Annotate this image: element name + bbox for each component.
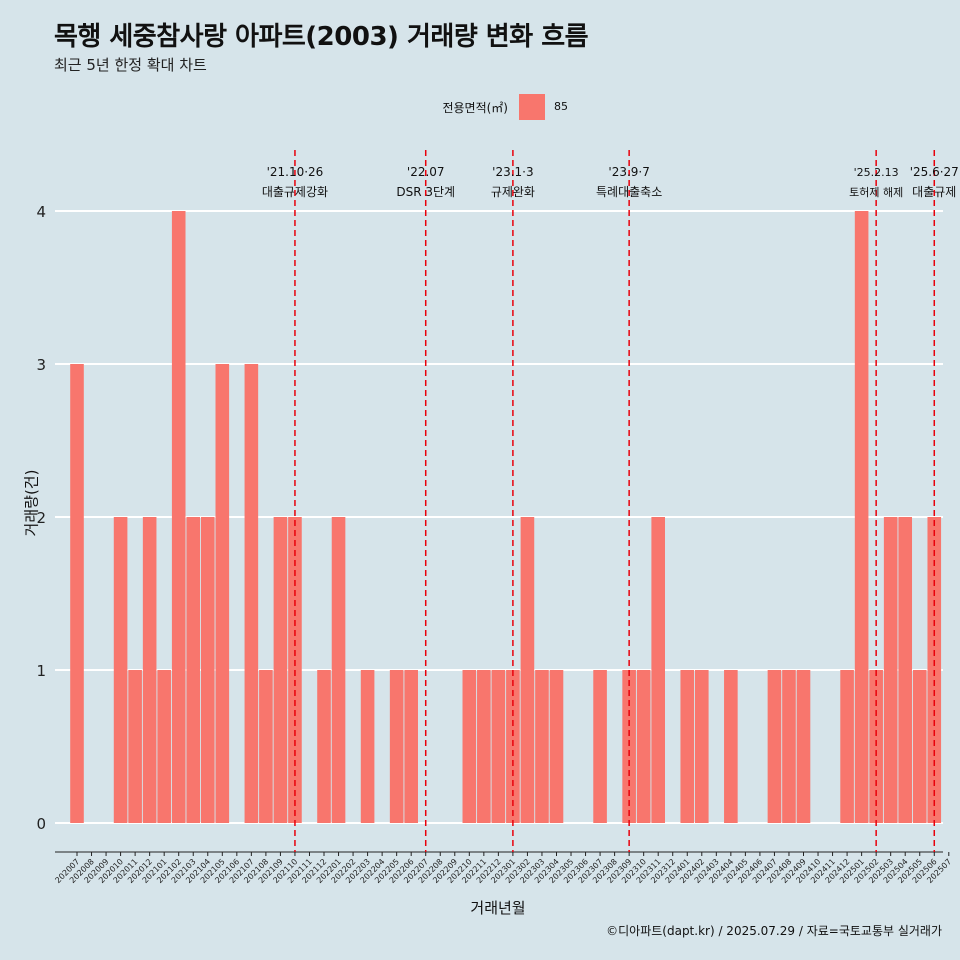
- bar: [157, 670, 171, 823]
- y-tick-label: 0: [36, 815, 46, 833]
- bar: [404, 670, 418, 823]
- bar: [186, 517, 201, 823]
- bar: [636, 670, 651, 823]
- y-axis-label: 거래량(건): [22, 469, 41, 537]
- bar: [462, 670, 477, 823]
- bar: [142, 517, 157, 823]
- annotation-event-label: 규제완화: [491, 185, 535, 199]
- bar: [113, 517, 128, 823]
- chart-subtitle: 최근 5년 한정 확대 차트: [54, 56, 207, 74]
- bar: [215, 364, 230, 823]
- bar: [506, 670, 520, 823]
- y-tick-label: 3: [36, 356, 46, 374]
- bar: [724, 670, 738, 823]
- annotation-date-label: '21.10·26: [267, 165, 324, 179]
- legend-label: 85: [554, 100, 568, 113]
- legend-swatch: [519, 94, 545, 120]
- y-tick-label: 2: [36, 509, 46, 527]
- bar: [680, 670, 695, 823]
- annotation-event-label: 대출규제강화: [262, 185, 328, 199]
- annotation-event-label: 특례대출축소: [596, 185, 662, 199]
- y-tick-label: 1: [36, 662, 46, 680]
- annotation-date-label: '25.2.13: [854, 166, 899, 179]
- bar: [840, 670, 854, 823]
- bar: [593, 670, 607, 823]
- bar: [128, 670, 142, 823]
- annotation-date-label: '23.9·7: [608, 165, 649, 179]
- bar: [898, 517, 913, 823]
- bar: [854, 211, 869, 823]
- bar: [273, 517, 288, 823]
- bar: [883, 517, 898, 823]
- legend: 전용면적(㎡) 85: [0, 94, 960, 120]
- bar: [491, 670, 506, 823]
- chart-title: 목행 세중참사랑 아파트(2003) 거래량 변화 흐름: [54, 22, 589, 52]
- bar: [782, 670, 796, 823]
- bar: [171, 211, 186, 823]
- bar: [244, 364, 259, 823]
- annotation-event-label: 토허제 해제: [849, 185, 903, 199]
- bar: [331, 517, 346, 823]
- bar: [651, 517, 665, 823]
- annotation-date-label: '23.1·3: [492, 165, 533, 179]
- bar: [549, 670, 564, 823]
- annotation-event-label: 대출규제: [912, 185, 956, 199]
- bar: [317, 670, 331, 823]
- annotation-date-label: '25.6·27: [910, 165, 959, 179]
- bar: [535, 670, 549, 823]
- bar: [796, 670, 811, 823]
- bar: [912, 670, 927, 823]
- legend-title: 전용면적(㎡): [442, 101, 508, 115]
- annotation-date-label: '22.07: [407, 165, 445, 179]
- bar: [767, 670, 782, 823]
- bar: [200, 517, 215, 823]
- bar: [869, 670, 883, 823]
- bar: [70, 364, 84, 823]
- bar: [389, 670, 404, 823]
- bar: [259, 670, 273, 823]
- annotation-event-label: DSR 3단계: [396, 185, 455, 199]
- bar: [694, 670, 709, 823]
- bar: [360, 670, 375, 823]
- bar: [622, 670, 636, 823]
- x-axis-label: 거래년월: [470, 899, 526, 917]
- bar: [520, 517, 535, 823]
- bar: [477, 670, 491, 823]
- y-tick-label: 4: [36, 203, 46, 221]
- chart-caption: ©디아파트(dapt.kr) / 2025.07.29 / 자료=국토교통부 실…: [606, 924, 942, 938]
